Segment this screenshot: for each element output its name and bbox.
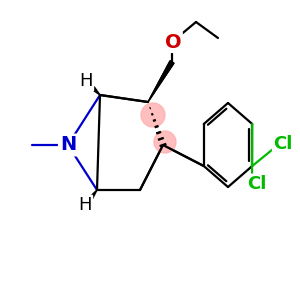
- Text: H: H: [78, 196, 92, 214]
- Polygon shape: [148, 61, 174, 102]
- Text: Cl: Cl: [247, 175, 267, 193]
- Text: H: H: [79, 72, 93, 90]
- Circle shape: [141, 103, 165, 127]
- Text: Cl: Cl: [273, 135, 293, 153]
- Polygon shape: [90, 190, 97, 199]
- Text: N: N: [60, 136, 76, 154]
- Circle shape: [154, 131, 176, 153]
- Polygon shape: [92, 87, 100, 95]
- Text: O: O: [165, 32, 181, 52]
- Polygon shape: [148, 61, 174, 102]
